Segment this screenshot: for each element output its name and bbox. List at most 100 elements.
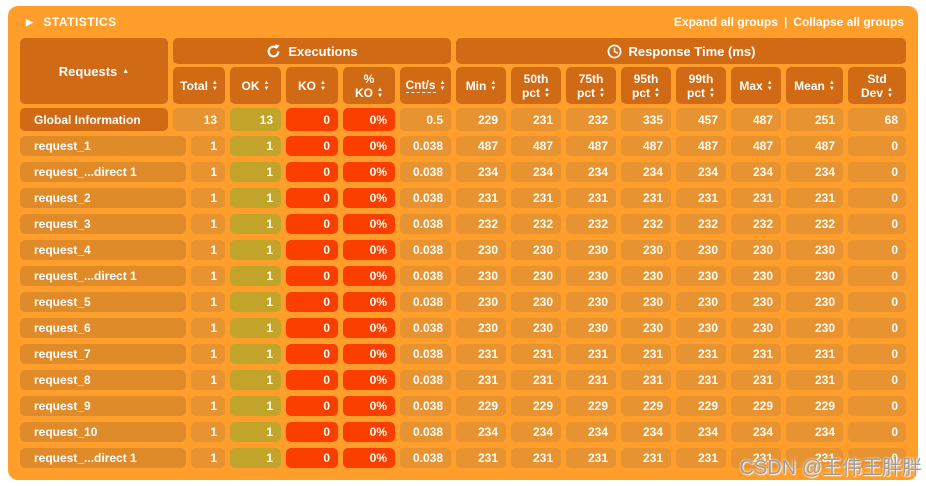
cell-ok: 1 [230, 214, 281, 234]
column-header-p50[interactable]: 50th pct [511, 67, 561, 104]
cell-max: 231 [731, 344, 781, 364]
header-line: 99th [689, 72, 714, 86]
expand-all-groups-link[interactable]: Expand all groups [673, 15, 778, 29]
cell-max: 487 [731, 108, 781, 131]
cell-ko: 0 [286, 318, 338, 338]
cell-pctko: 0% [343, 448, 395, 468]
row-name[interactable]: request_5 [20, 292, 186, 312]
column-header-total[interactable]: Total [173, 67, 225, 104]
header-label: 75th [578, 71, 604, 86]
row-name[interactable]: request_4 [20, 240, 186, 260]
column-header-std[interactable]: Std Dev [848, 67, 906, 104]
cell-std: 0 [848, 422, 906, 442]
cell-pctko: 0% [343, 266, 395, 286]
cell-mean: 230 [786, 240, 843, 260]
column-header-p95[interactable]: 95th pct [621, 67, 671, 104]
cell-std: 0 [848, 318, 906, 338]
cell-pctko: 0% [343, 422, 395, 442]
row-name[interactable]: request_10 [20, 422, 186, 442]
sort-icon [887, 87, 893, 99]
cell-p50: 230 [511, 240, 561, 260]
cell-p75: 232 [566, 108, 616, 131]
cell-p75: 231 [566, 448, 616, 468]
sort-ascending-icon: ▲ [122, 67, 130, 75]
statistics-titlebar: ▶ STATISTICS Expand all groups | Collaps… [8, 6, 918, 36]
cell-pctko: 0% [343, 396, 395, 416]
column-header-pctko[interactable]: % KO [343, 67, 395, 104]
cell-p99: 230 [676, 240, 726, 260]
row-name[interactable]: request_3 [20, 214, 186, 234]
cell-p95: 230 [621, 240, 671, 260]
column-header-ok[interactable]: OK [230, 67, 281, 104]
statistics-section-toggle[interactable]: ▶ STATISTICS [26, 15, 117, 29]
column-header-max[interactable]: Max [731, 67, 781, 104]
cell-cnts: 0.038 [400, 240, 451, 260]
requests-column-header[interactable]: Requests ▲ [20, 38, 168, 104]
cell-ok: 1 [230, 188, 281, 208]
cell-max: 232 [731, 214, 781, 234]
cell-max: 230 [731, 292, 781, 312]
cell-min: 231 [456, 344, 506, 364]
refresh-icon [267, 43, 280, 57]
links-separator: | [783, 15, 788, 29]
header-label: pct [632, 85, 651, 100]
header-label: pct [522, 85, 541, 100]
row-name[interactable]: request_6 [20, 318, 186, 338]
table-body: Global Information 13 13 0 0% 0.5 229 231 232 335… [20, 108, 906, 468]
cell-ok: 1 [230, 292, 281, 312]
cell-total: 1 [191, 188, 225, 208]
cell-ok: 1 [230, 396, 281, 416]
cell-max: 230 [731, 266, 781, 286]
column-header-row: TotalOKKO%KOCnt/sMin50thpct75thpct95thpc… [173, 67, 906, 104]
cell-p95: 230 [621, 292, 671, 312]
statistics-table: Requests ▲ Executions [20, 38, 906, 468]
cell-p99: 231 [676, 188, 726, 208]
cell-max: 230 [731, 318, 781, 338]
header-line: pct [687, 86, 715, 100]
column-header-p75[interactable]: 75th pct [566, 67, 616, 104]
cell-mean: 251 [786, 108, 843, 131]
table-row: request_9 1 1 0 0% 0.038 229 229 229 229 229 229 229… [20, 396, 906, 416]
row-name[interactable]: request_7 [20, 344, 186, 364]
row-name[interactable]: request_9 [20, 396, 186, 416]
header-line: Max [739, 79, 772, 93]
row-name-global-information[interactable]: Global Information [20, 108, 168, 131]
cell-cnts: 0.038 [400, 370, 451, 390]
row-name[interactable]: request_...direct 1 [20, 162, 186, 182]
row-name[interactable]: request_8 [20, 370, 186, 390]
cell-std: 0 [848, 292, 906, 312]
cell-std: 0 [848, 344, 906, 364]
row-name[interactable]: request_...direct 1 [20, 266, 186, 286]
requests-header-label: Requests [58, 63, 118, 79]
cell-ko: 0 [286, 136, 338, 156]
cell-p95: 230 [621, 266, 671, 286]
column-header-mean[interactable]: Mean [786, 67, 843, 104]
row-name[interactable]: request_1 [20, 136, 186, 156]
response-time-group-header: Response Time (ms) [456, 38, 906, 64]
cell-ok: 1 [230, 370, 281, 390]
collapse-all-groups-link[interactable]: Collapse all groups [793, 15, 904, 29]
column-header-cnts[interactable]: Cnt/s [400, 67, 451, 104]
cell-std: 0 [848, 188, 906, 208]
header-label: KO [298, 78, 317, 93]
cell-pctko: 0% [343, 240, 395, 260]
group-header-row: Executions Response Time (ms) [173, 38, 906, 64]
column-header-ko[interactable]: KO [286, 67, 338, 104]
cell-min: 229 [456, 396, 506, 416]
row-name[interactable]: request_2 [20, 188, 186, 208]
cell-cnts: 0.038 [400, 162, 451, 182]
row-name[interactable]: request_...direct 1 [20, 448, 186, 468]
cell-p50: 230 [511, 266, 561, 286]
sort-icon [490, 80, 496, 92]
header-line: 75th [579, 72, 604, 86]
header-label: Mean [794, 78, 825, 93]
group-links: Expand all groups | Collapse all groups [674, 15, 904, 29]
cell-pctko: 0% [343, 136, 395, 156]
cell-p75: 230 [566, 292, 616, 312]
column-header-p99[interactable]: 99th pct [676, 67, 726, 104]
sort-icon [654, 87, 660, 99]
column-header-min[interactable]: Min [456, 67, 506, 104]
header-line: Dev [861, 86, 893, 100]
cell-p50: 229 [511, 396, 561, 416]
cell-total: 1 [191, 422, 225, 442]
